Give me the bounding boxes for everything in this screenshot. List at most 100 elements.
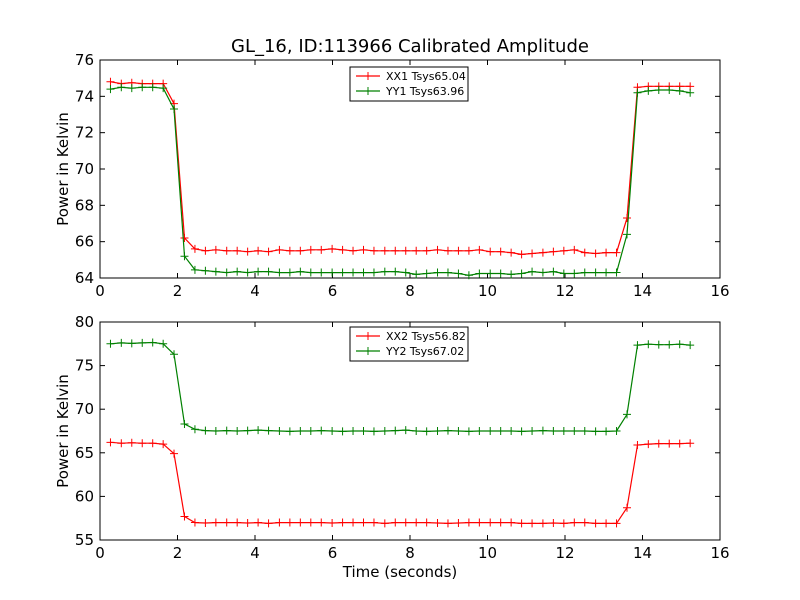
x-tick-label: 4 <box>250 544 260 562</box>
legend-marker <box>364 332 372 340</box>
data-point-marker <box>570 269 579 278</box>
data-point-marker <box>159 84 168 93</box>
legend-label: XX1 Tsys65.04 <box>386 70 466 83</box>
data-point-marker <box>401 246 410 255</box>
x-tick-label: 14 <box>633 282 652 300</box>
legend-marker <box>364 87 372 95</box>
data-point-marker <box>496 269 505 278</box>
data-point-marker <box>623 503 631 512</box>
data-point-marker <box>138 439 147 448</box>
series-line-xx2 <box>110 441 691 525</box>
data-point-marker <box>496 427 505 435</box>
data-point-marker <box>296 267 305 276</box>
data-point-marker <box>422 427 431 436</box>
y-tick-label: 70 <box>75 400 94 418</box>
data-point-marker <box>328 268 337 277</box>
data-point-marker <box>580 518 589 527</box>
data-point-marker <box>538 519 547 528</box>
data-point-marker <box>296 427 305 435</box>
data-point-marker <box>412 246 421 255</box>
data-point-marker <box>359 268 368 277</box>
data-point-marker <box>233 518 242 527</box>
data-point-marker <box>412 270 421 279</box>
data-point-marker <box>602 268 611 277</box>
data-point-marker <box>623 230 631 239</box>
data-point-marker <box>454 246 463 255</box>
data-point-marker <box>138 338 147 347</box>
data-point-marker <box>591 268 600 277</box>
legend-label: YY2 Tsys67.02 <box>385 345 464 358</box>
data-point-marker <box>359 518 368 527</box>
data-point-marker <box>306 268 315 277</box>
data-point-marker <box>486 269 495 278</box>
data-point-marker <box>665 439 674 448</box>
data-point-marker <box>317 268 326 277</box>
data-point-marker <box>486 427 495 435</box>
data-point-marker <box>254 267 263 276</box>
data-point-marker <box>106 77 115 86</box>
data-point-marker <box>665 85 674 94</box>
data-point-marker <box>201 246 210 255</box>
data-point-marker <box>475 518 484 527</box>
data-point-marker <box>412 427 421 435</box>
data-point-marker <box>222 268 231 277</box>
data-point-marker <box>148 83 157 92</box>
data-point-marker <box>433 518 442 527</box>
data-point-marker <box>464 427 473 436</box>
data-point-marker <box>106 339 115 348</box>
data-point-marker <box>496 518 505 527</box>
data-point-marker <box>633 88 642 97</box>
data-point-marker <box>233 427 242 435</box>
series-line-xx1 <box>110 81 691 256</box>
data-point-marker <box>507 427 516 435</box>
data-point-marker <box>686 88 695 97</box>
data-point-marker <box>675 439 684 448</box>
chart-title: GL_16, ID:113966 Calibrated Amplitude <box>231 36 589 57</box>
x-tick-label: 2 <box>173 544 183 562</box>
data-point-marker <box>328 244 337 253</box>
x-tick-label: 16 <box>710 544 729 562</box>
series-line-yy1 <box>110 86 691 276</box>
data-point-marker <box>170 105 179 114</box>
x-tick-label: 16 <box>710 282 729 300</box>
data-point-marker <box>475 269 484 278</box>
data-point-marker <box>549 267 558 276</box>
data-point-marker <box>148 439 157 448</box>
data-point-marker <box>317 245 326 254</box>
data-point-marker <box>369 427 378 436</box>
data-point-marker <box>633 440 642 449</box>
x-tick-label: 0 <box>95 544 105 562</box>
data-point-marker <box>443 519 452 528</box>
data-point-marker <box>211 427 220 435</box>
data-point-marker <box>306 245 315 254</box>
y-tick-label: 80 <box>75 313 94 331</box>
y-axis-label: Power in Kelvin <box>54 112 72 226</box>
data-point-marker <box>349 518 358 527</box>
data-point-marker <box>580 268 589 277</box>
data-point-marker <box>127 339 136 348</box>
data-point-marker <box>602 427 611 436</box>
y-tick-label: 72 <box>75 124 94 142</box>
data-point-marker <box>612 519 621 528</box>
data-point-marker <box>106 438 115 447</box>
data-point-marker <box>517 269 526 278</box>
data-point-marker <box>117 439 126 448</box>
data-point-marker <box>559 427 568 435</box>
data-point-marker <box>117 338 126 347</box>
data-point-marker <box>443 246 452 255</box>
data-point-marker <box>380 246 389 255</box>
data-point-marker <box>338 518 347 527</box>
x-tick-label: 4 <box>250 282 260 300</box>
data-point-marker <box>580 248 589 257</box>
data-point-marker <box>644 86 653 95</box>
x-tick-label: 12 <box>555 544 574 562</box>
data-point-marker <box>391 426 400 435</box>
x-tick-label: 14 <box>633 544 652 562</box>
data-point-marker <box>275 245 284 254</box>
data-point-marker <box>369 518 378 527</box>
data-point-marker <box>380 267 389 276</box>
data-point-marker <box>528 427 537 435</box>
data-point-marker <box>591 519 600 528</box>
data-point-marker <box>349 268 358 277</box>
data-point-marker <box>454 269 463 278</box>
